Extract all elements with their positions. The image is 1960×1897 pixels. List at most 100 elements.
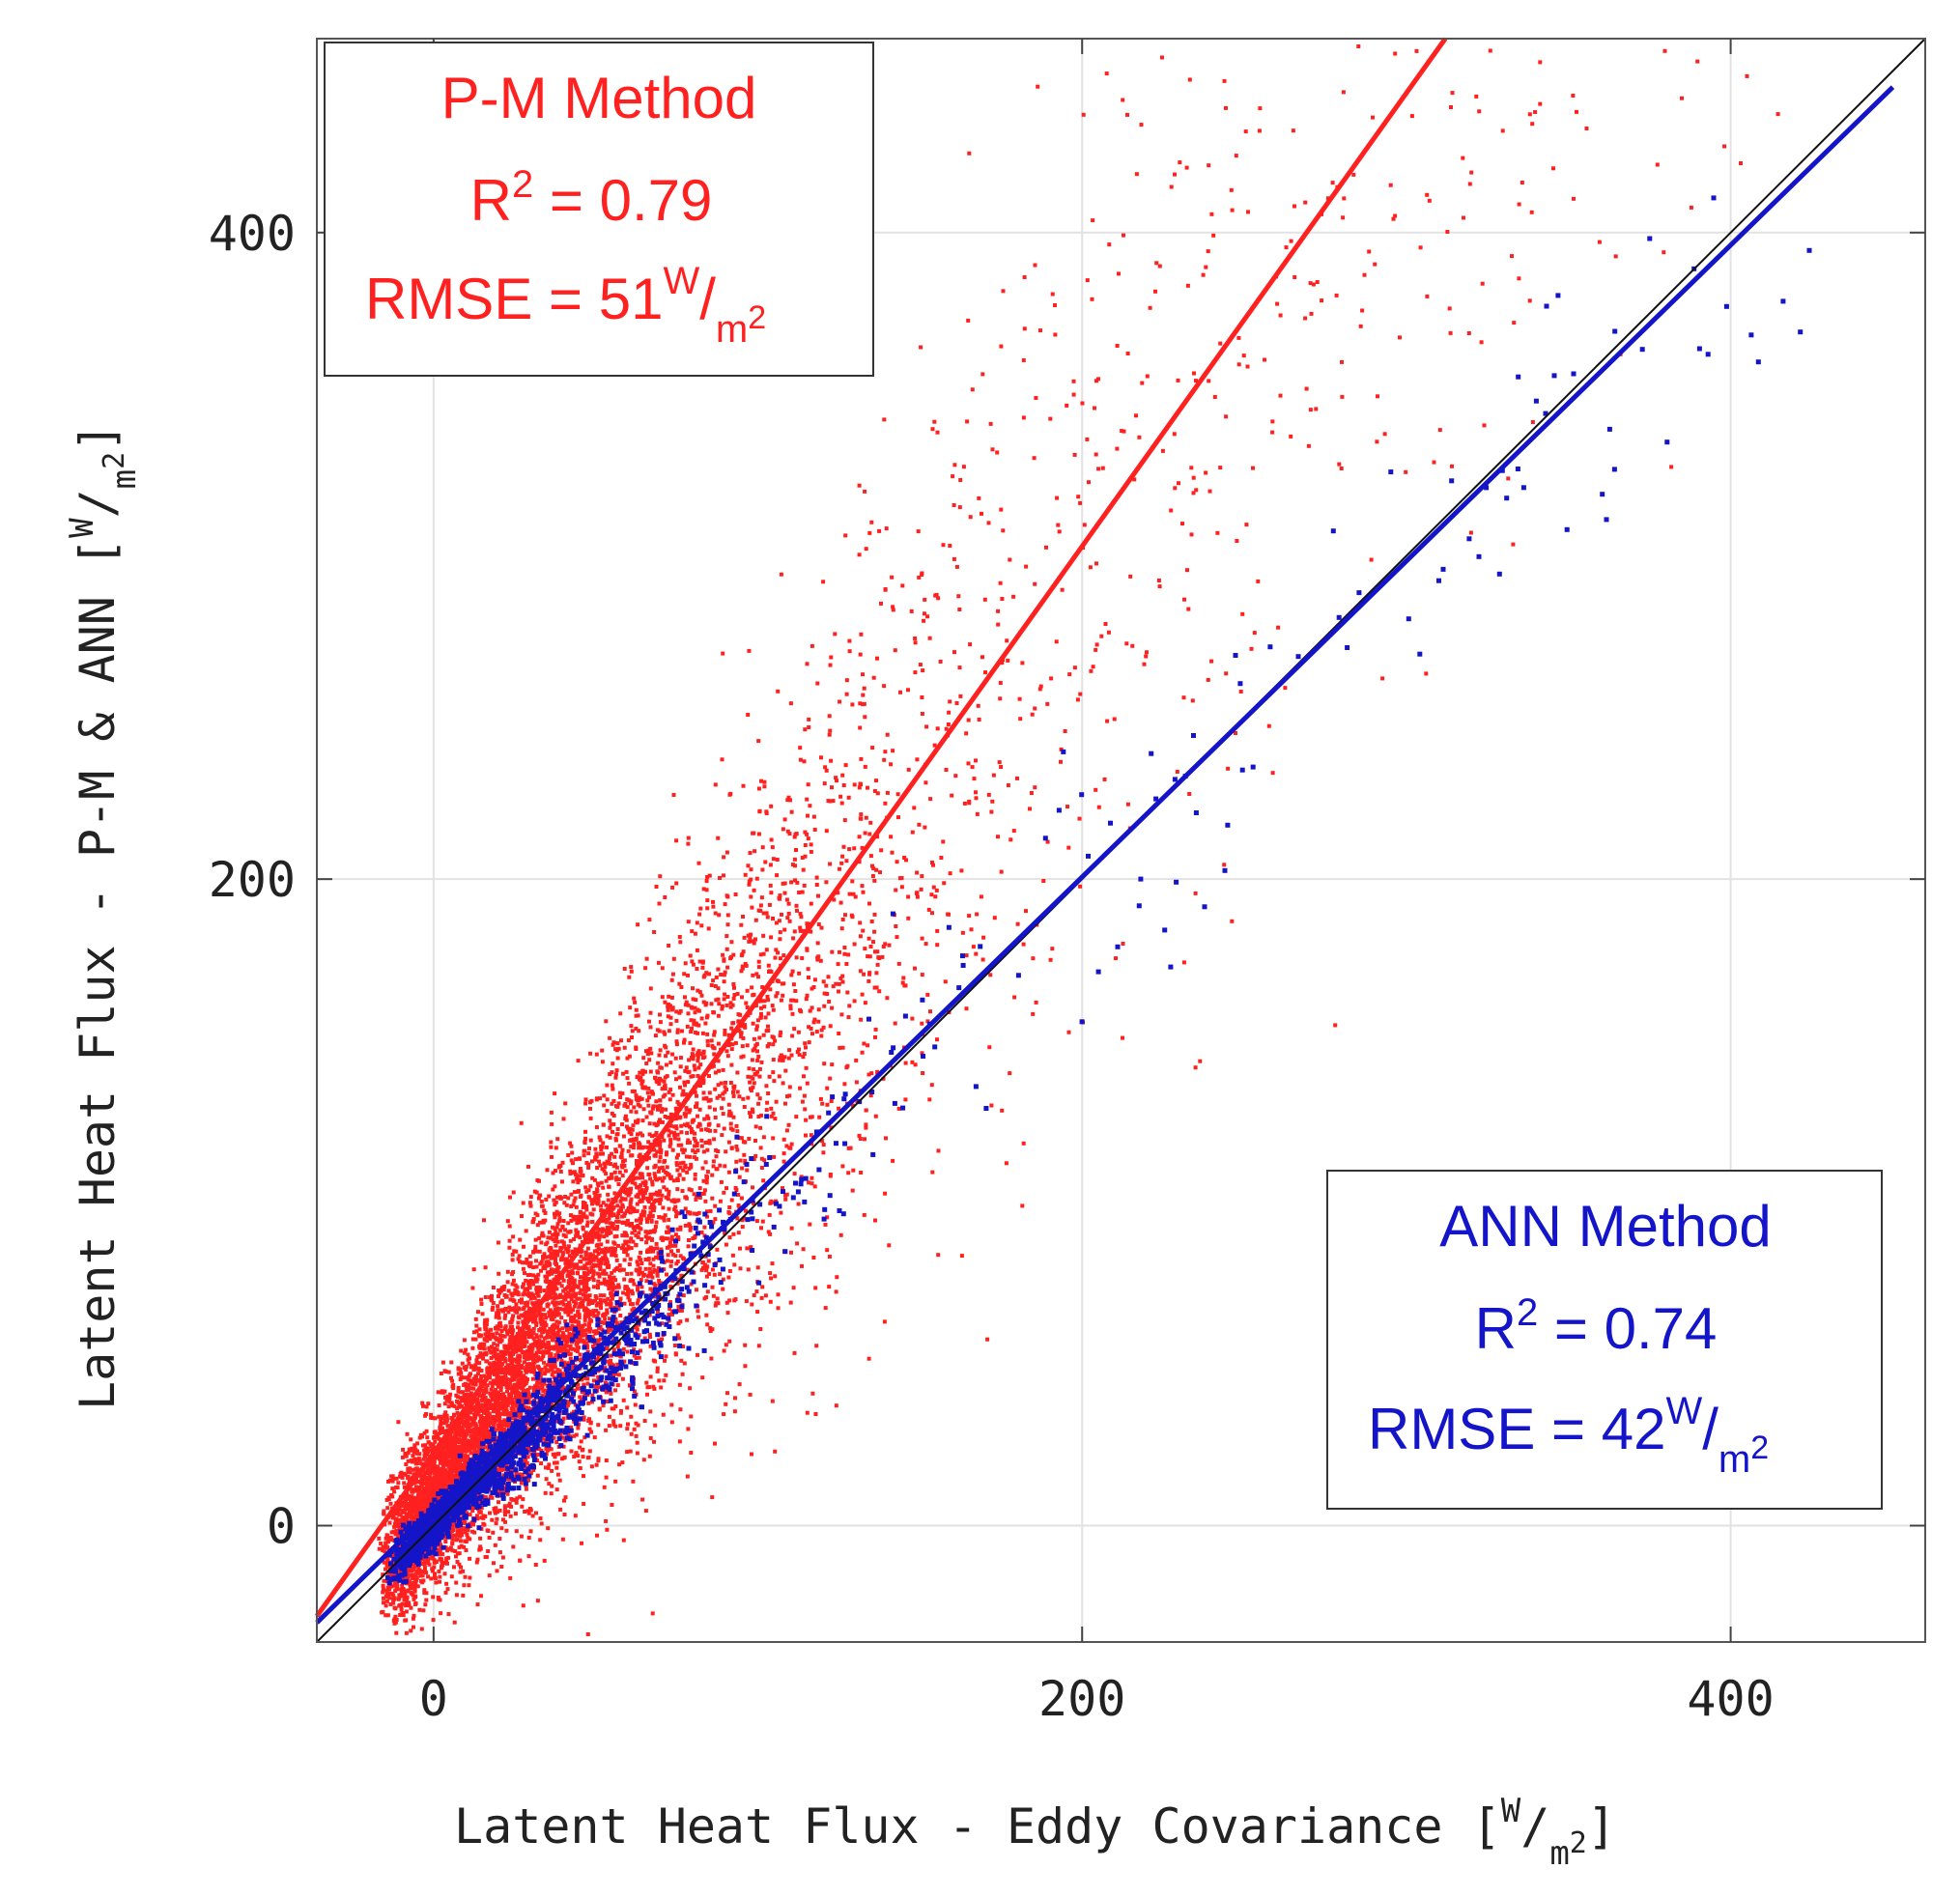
data-point xyxy=(553,1211,556,1216)
data-point xyxy=(607,1156,611,1161)
data-point xyxy=(459,1348,464,1353)
data-point xyxy=(793,878,797,883)
data-point xyxy=(588,1252,593,1257)
data-point xyxy=(1739,161,1743,165)
data-point xyxy=(598,1233,603,1238)
data-point xyxy=(1449,105,1453,109)
data-point xyxy=(744,1208,748,1213)
data-point xyxy=(931,863,935,867)
data-point xyxy=(625,1105,630,1110)
data-point xyxy=(705,1209,709,1214)
data-point xyxy=(756,975,760,979)
data-point xyxy=(634,1110,639,1115)
data-point xyxy=(1078,692,1083,696)
data-point xyxy=(645,1166,650,1171)
data-point xyxy=(790,969,795,974)
data-point xyxy=(518,1494,523,1499)
data-point xyxy=(722,997,726,1002)
data-point xyxy=(716,1301,721,1306)
data-point xyxy=(497,1294,500,1299)
data-point xyxy=(477,1450,482,1455)
data-point xyxy=(429,1412,434,1417)
data-point xyxy=(459,1543,464,1548)
data-point xyxy=(696,1352,699,1357)
data-point xyxy=(443,1410,448,1415)
data-point xyxy=(731,982,736,986)
data-point xyxy=(464,1347,469,1352)
data-point xyxy=(659,1247,664,1252)
data-point xyxy=(395,1583,400,1588)
data-point xyxy=(846,795,851,800)
data-point xyxy=(583,1257,588,1261)
data-point xyxy=(1466,331,1471,335)
data-point xyxy=(661,1168,666,1173)
data-point xyxy=(527,1254,532,1259)
data-point xyxy=(739,1136,744,1141)
data-point xyxy=(769,935,774,940)
data-point xyxy=(712,1052,717,1057)
data-point xyxy=(584,1266,589,1271)
data-point xyxy=(734,1145,739,1148)
data-point xyxy=(913,966,917,971)
data-point xyxy=(424,1500,429,1505)
data-point xyxy=(900,980,905,985)
data-point xyxy=(717,1068,722,1073)
data-point xyxy=(550,1269,554,1274)
data-point xyxy=(582,1417,586,1422)
data-point xyxy=(675,1168,680,1173)
data-point xyxy=(1538,60,1543,65)
data-point xyxy=(530,1273,535,1278)
data-point xyxy=(615,1345,620,1349)
data-point xyxy=(1063,729,1067,733)
data-point xyxy=(628,1210,633,1215)
data-point xyxy=(534,1259,538,1263)
data-point xyxy=(1045,839,1050,844)
data-point xyxy=(747,1137,752,1141)
data-point xyxy=(448,1432,453,1437)
data-point xyxy=(705,1147,710,1152)
data-point xyxy=(1235,539,1239,543)
data-point xyxy=(778,1055,782,1060)
data-point xyxy=(396,1481,401,1486)
data-point xyxy=(587,1449,592,1454)
data-point xyxy=(919,887,923,892)
data-point xyxy=(1169,184,1174,189)
data-point xyxy=(863,1001,867,1005)
data-point xyxy=(666,1050,670,1055)
data-point xyxy=(910,1016,915,1021)
data-point xyxy=(599,1180,604,1185)
data-point xyxy=(599,1258,604,1262)
data-point xyxy=(417,1607,422,1612)
data-point xyxy=(764,911,769,916)
data-point xyxy=(829,1125,834,1130)
data-point xyxy=(657,1278,662,1283)
data-point xyxy=(621,1538,626,1543)
data-point xyxy=(669,1260,674,1264)
data-point xyxy=(543,1210,548,1215)
data-point xyxy=(771,1111,776,1116)
data-point xyxy=(713,1441,717,1446)
data-point xyxy=(640,1497,645,1502)
data-point xyxy=(563,1195,568,1199)
data-point xyxy=(906,767,911,772)
data-point xyxy=(705,898,710,903)
data-point xyxy=(721,1096,725,1101)
data-point xyxy=(494,1403,498,1408)
data-point xyxy=(812,977,817,982)
data-point xyxy=(729,1062,734,1067)
data-point xyxy=(756,1101,761,1106)
data-point xyxy=(697,990,702,995)
data-point xyxy=(469,1372,472,1376)
data-point xyxy=(398,1474,403,1479)
data-point xyxy=(1584,127,1589,130)
data-point xyxy=(874,971,879,976)
data-point xyxy=(1020,1203,1025,1208)
data-point xyxy=(837,981,841,986)
data-point xyxy=(668,1263,673,1268)
data-point xyxy=(587,1293,592,1298)
data-point xyxy=(705,1038,710,1043)
data-point xyxy=(1292,204,1296,209)
data-point xyxy=(774,994,779,999)
data-point xyxy=(553,1215,557,1220)
data-point xyxy=(576,1230,580,1234)
